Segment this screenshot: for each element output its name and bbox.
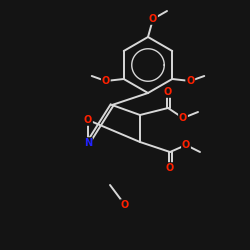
Text: O: O: [186, 76, 194, 86]
Text: O: O: [164, 87, 172, 97]
Text: O: O: [102, 76, 110, 86]
Text: N: N: [84, 138, 92, 148]
Text: O: O: [179, 113, 187, 123]
Text: O: O: [84, 115, 92, 125]
Text: O: O: [166, 163, 174, 173]
Text: O: O: [121, 200, 129, 210]
Text: O: O: [149, 14, 157, 24]
Text: O: O: [182, 140, 190, 150]
